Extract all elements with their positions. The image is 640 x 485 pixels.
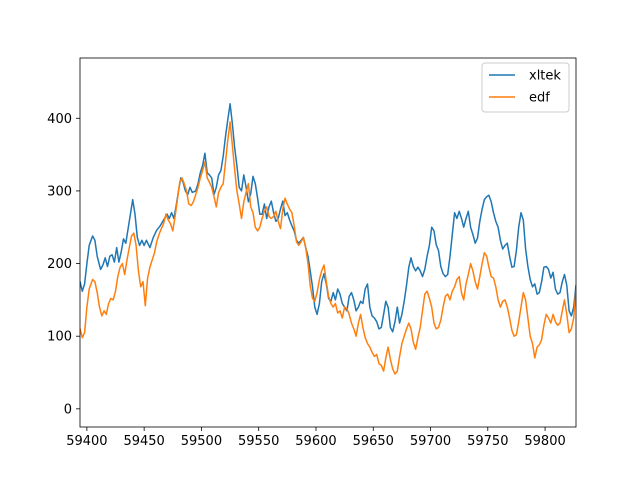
x-tick-label: 59450 <box>123 434 164 449</box>
x-tick-label: 59700 <box>410 434 451 449</box>
axes-frame <box>79 57 577 428</box>
x-tick-label: 59750 <box>467 434 508 449</box>
legend-label-edf: edf <box>529 91 550 106</box>
x-tick-label: 59550 <box>238 434 279 449</box>
series-layer <box>80 103 576 375</box>
y-tick-label: 0 <box>64 402 72 417</box>
y-tick-label: 400 <box>47 112 72 127</box>
x-tick-label: 59500 <box>181 434 222 449</box>
series-line-xltek <box>80 103 576 333</box>
x-axis: 59400 59450 59500 59550 59600 59650 59700 59750… <box>66 427 566 449</box>
x-tick-label: 59650 <box>353 434 394 449</box>
x-tick-label: 59800 <box>524 434 565 449</box>
y-axis: 0 100 200 300 400 <box>47 112 80 417</box>
y-tick-label: 300 <box>47 184 72 199</box>
y-tick-label: 200 <box>47 257 72 272</box>
legend: xltek edf <box>481 62 570 113</box>
x-tick-label: 59400 <box>66 434 107 449</box>
series-line-edf <box>80 121 576 375</box>
y-tick-label: 100 <box>47 330 72 345</box>
legend-label-xltek: xltek <box>529 69 561 84</box>
x-tick-label: 59600 <box>295 434 336 449</box>
